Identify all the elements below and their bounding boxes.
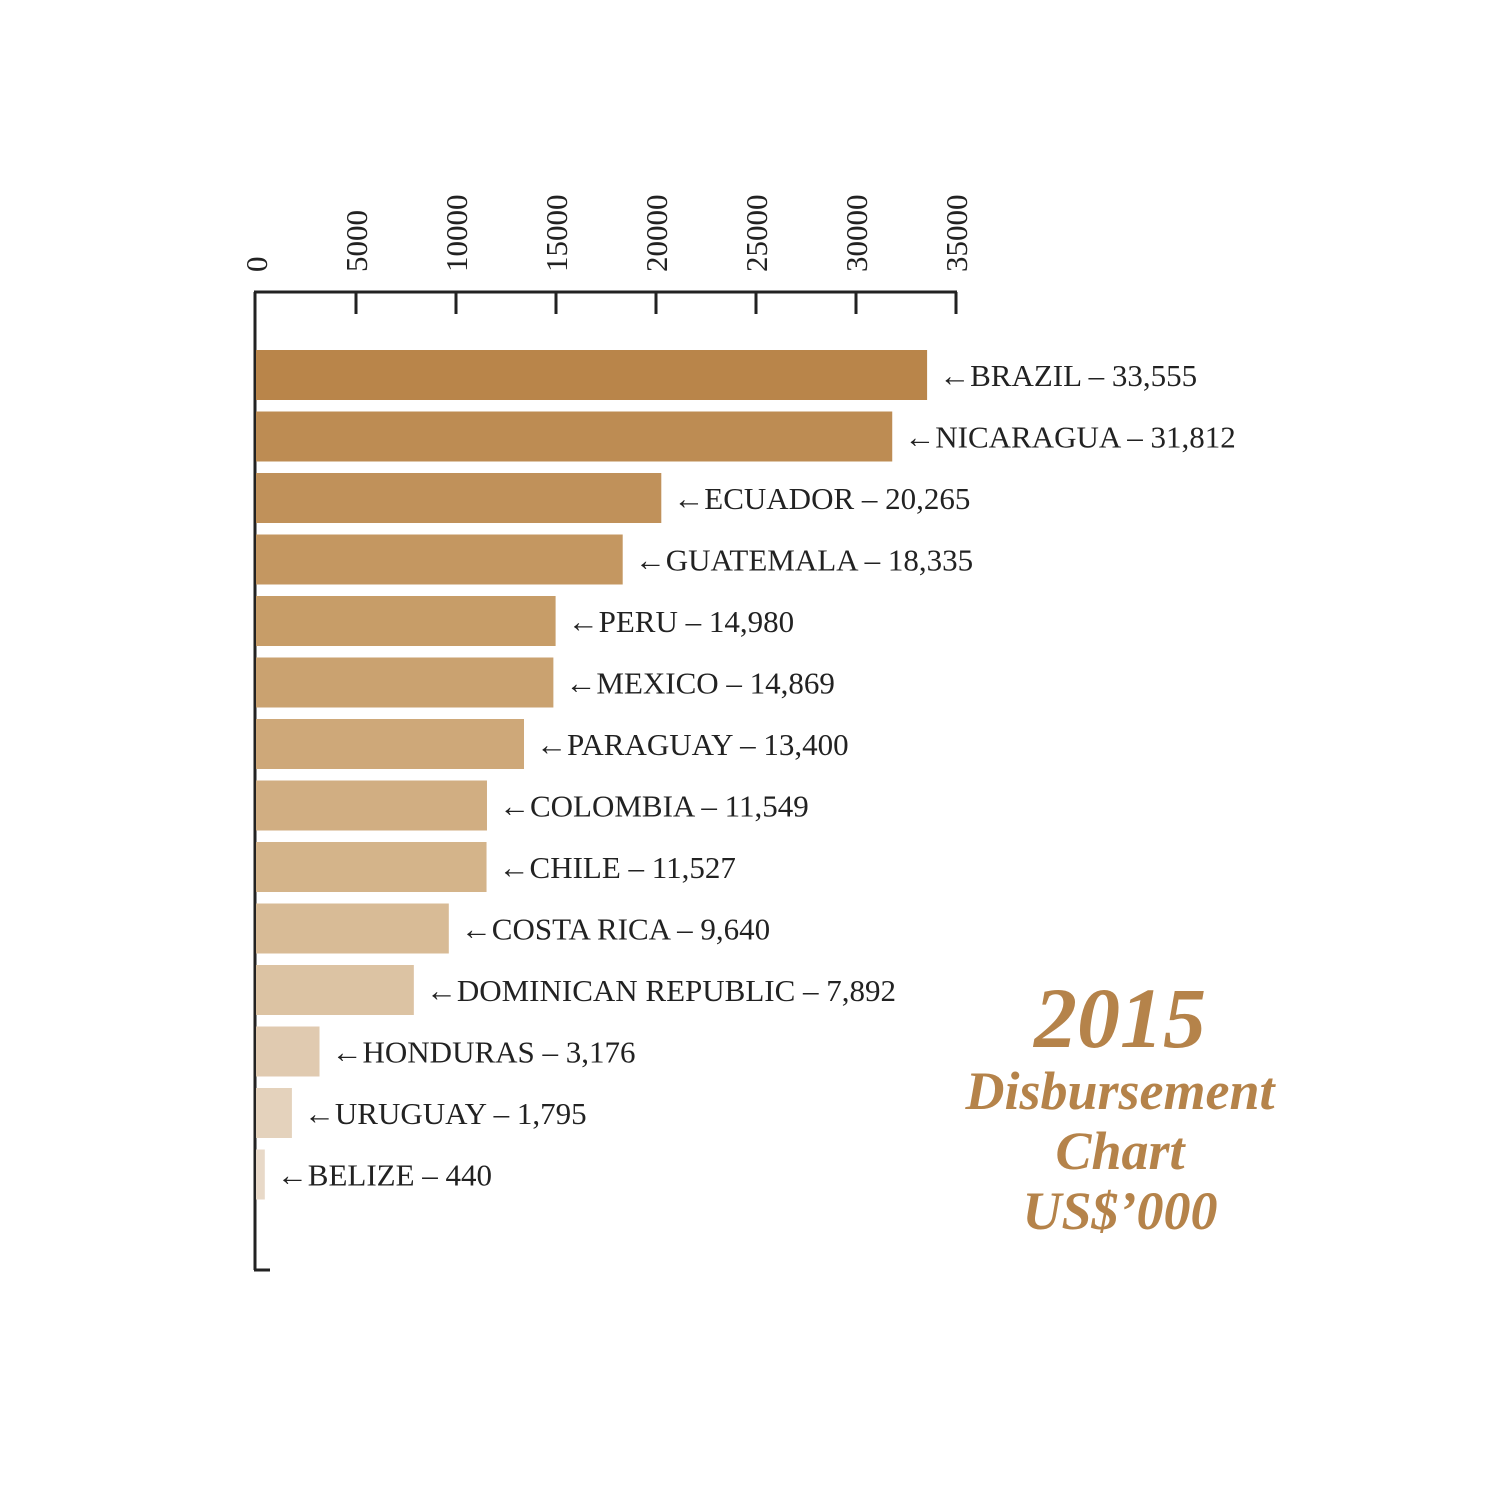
bar xyxy=(256,473,662,523)
bar xyxy=(256,719,524,769)
bar xyxy=(256,411,893,462)
bar-labels: ←BRAZIL – 33,555 ←NICARAGUA – 31,812 ←ECUA… xyxy=(277,358,1236,1193)
bar-label: ←BELIZE – 440 xyxy=(277,1158,492,1193)
tick-label: 0 xyxy=(239,257,274,273)
title-year: 2015 xyxy=(1034,970,1206,1066)
bar-label: ←COLOMBIA – 11,549 xyxy=(499,789,809,824)
bar xyxy=(256,534,623,585)
tick-label: 20000 xyxy=(639,195,674,273)
bar xyxy=(256,903,449,954)
bar xyxy=(256,842,487,892)
bar xyxy=(256,350,928,400)
tick-label: 30000 xyxy=(839,195,874,273)
bar xyxy=(256,657,554,708)
bar-label: ←COSTA RICA – 9,640 xyxy=(461,912,770,947)
bar xyxy=(256,780,487,831)
bar-label: ←NICARAGUA – 31,812 xyxy=(904,420,1236,455)
bar-label: ←HONDURAS – 3,176 xyxy=(332,1035,636,1070)
bar-label: ←MEXICO – 14,869 xyxy=(565,666,835,701)
tick-label: 15000 xyxy=(539,195,574,273)
bar-label: ←PERU – 14,980 xyxy=(568,604,795,639)
bars xyxy=(256,350,928,1200)
bar-label: ←PARAGUAY – 13,400 xyxy=(536,727,849,762)
bar xyxy=(256,1026,320,1077)
chart-title: 2015 Disbursement Chart US$’000 xyxy=(930,975,1310,1241)
tick-label: 10000 xyxy=(439,195,474,273)
axis-ticks: 0 5000 10000 15000 20000 25000 30000 35000 xyxy=(239,195,974,314)
tick-label: 25000 xyxy=(739,195,774,273)
bar xyxy=(256,1088,292,1138)
title-line-1: Disbursement xyxy=(965,1061,1275,1121)
bar-label: ←ECUADOR – 20,265 xyxy=(673,481,970,516)
title-line-3: US$’000 xyxy=(1022,1181,1218,1241)
bar xyxy=(256,1149,265,1200)
value-axis xyxy=(253,290,957,1272)
bar-label: ←BRAZIL – 33,555 xyxy=(939,358,1197,393)
bar-label: ←GUATEMALA – 18,335 xyxy=(635,543,973,578)
bar-label: ←CHILE – 11,527 xyxy=(499,850,736,885)
title-line-2: Chart xyxy=(1055,1121,1185,1181)
bar-label: ←DOMINICAN REPUBLIC – 7,892 xyxy=(426,973,896,1008)
bar xyxy=(256,596,556,646)
tick-label: 5000 xyxy=(339,210,374,272)
bar-label: ←URUGUAY – 1,795 xyxy=(304,1096,587,1131)
tick-label: 35000 xyxy=(939,195,974,273)
bar xyxy=(256,965,414,1015)
